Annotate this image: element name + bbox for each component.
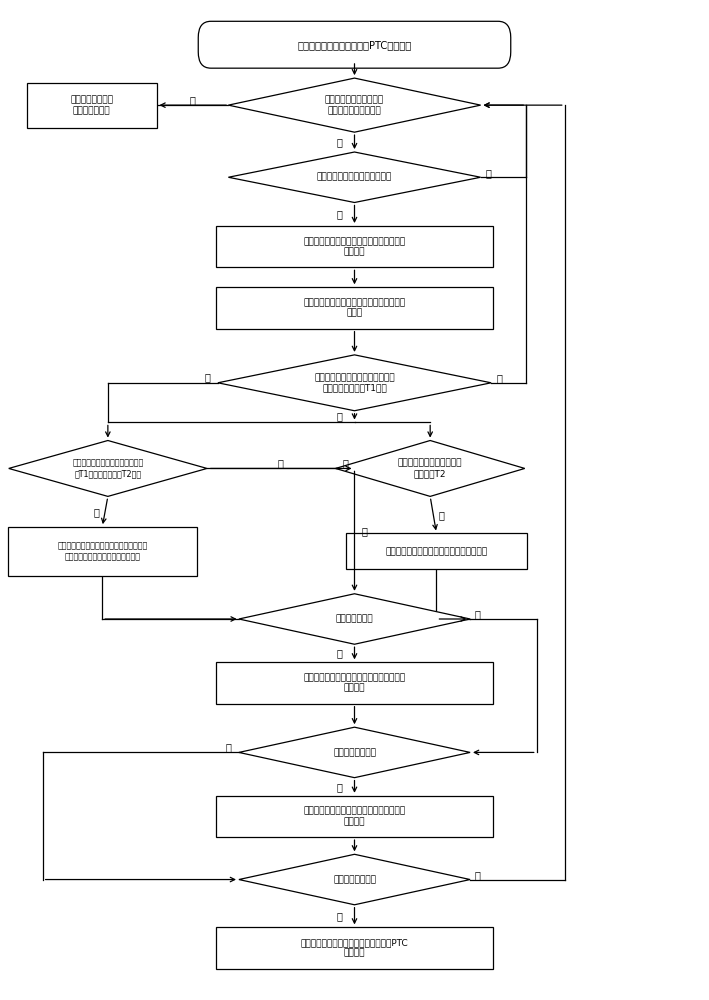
- Text: 调节第一节温器处
于第二采暖回路: 调节第一节温器处 于第二采暖回路: [70, 95, 113, 115]
- Text: 乘员舱温度是否高于设定
温度且不需要辅助升温: 乘员舱温度是否高于设定 温度且不需要辅助升温: [325, 95, 384, 115]
- Bar: [216, 662, 493, 704]
- Polygon shape: [218, 355, 491, 411]
- Text: 关闭第一水泵、第二水泵、第三水泵、PTC
加热装置: 关闭第一水泵、第二水泵、第三水泵、PTC 加热装置: [301, 938, 408, 958]
- Text: 是: 是: [337, 648, 342, 658]
- Text: 燃料电池温度是否高于设定
温度阈值T2: 燃料电池温度是否高于设定 温度阈值T2: [398, 459, 462, 478]
- Polygon shape: [9, 440, 207, 496]
- Bar: [8, 527, 197, 576]
- Polygon shape: [335, 440, 525, 496]
- Text: 调节第一三通装置、第二三通装置处于第一
采暖回路: 调节第一三通装置、第二三通装置处于第一 采暖回路: [303, 237, 406, 256]
- Bar: [216, 287, 493, 329]
- Text: 调节第一三通装置，使冷却液体流入去离子
循环回路: 调节第一三通装置，使冷却液体流入去离子 循环回路: [303, 807, 406, 826]
- Text: 是: 是: [94, 507, 99, 517]
- Text: 离子浓度是否超标: 离子浓度是否超标: [333, 748, 376, 757]
- Text: 是: 是: [337, 782, 342, 792]
- Polygon shape: [228, 78, 481, 132]
- Text: 根据温度调节第二节温器，使系统处于第三
采暖回路: 根据温度调节第二节温器，使系统处于第三 采暖回路: [303, 673, 406, 693]
- Text: 启动电子膨胀阀，根据温度控制冷却剂流量: 启动电子膨胀阀，根据温度控制冷却剂流量: [386, 547, 488, 556]
- Text: 否: 否: [475, 870, 481, 880]
- Polygon shape: [239, 727, 470, 778]
- Text: 否: 否: [475, 609, 481, 619]
- Polygon shape: [239, 854, 470, 905]
- Text: 燃料电池温度是否介于最低启动温
度与设定温度阈值T1之间: 燃料电池温度是否介于最低启动温 度与设定温度阈值T1之间: [314, 373, 395, 393]
- Text: 启动第一水泵、第二水泵、PTC加热装置: 启动第一水泵、第二水泵、PTC加热装置: [297, 40, 412, 50]
- Text: 是: 是: [337, 209, 342, 219]
- Text: 否: 否: [226, 742, 232, 752]
- Text: 否: 否: [486, 168, 491, 178]
- Text: 否: 否: [278, 458, 284, 468]
- Text: 是: 是: [337, 137, 342, 147]
- Text: 是: 是: [362, 526, 367, 536]
- FancyBboxPatch shape: [199, 21, 510, 68]
- Bar: [216, 796, 493, 837]
- Text: 否: 否: [205, 372, 211, 382]
- Text: 燃料电池温度是否介于设定温度阈
值T1与设定温度阈值T2之间: 燃料电池温度是否介于设定温度阈 值T1与设定温度阈值T2之间: [72, 459, 143, 478]
- Polygon shape: [228, 152, 481, 202]
- Text: 是: 是: [439, 510, 445, 520]
- Bar: [346, 533, 527, 569]
- Text: 是否为车厢供暖: 是否为车厢供暖: [335, 614, 374, 624]
- Text: 是否接受停机指令: 是否接受停机指令: [333, 875, 376, 884]
- Bar: [216, 927, 493, 969]
- Text: 否: 否: [189, 95, 196, 105]
- Bar: [27, 83, 157, 128]
- Bar: [216, 226, 493, 267]
- Text: 否: 否: [342, 458, 348, 468]
- Text: 是: 是: [337, 911, 342, 921]
- Text: 启动第三水泵，调节第二三通装置、第二节
温器处于第一冷却回路，启动散热器: 启动第三水泵，调节第二三通装置、第二节 温器处于第一冷却回路，启动散热器: [57, 542, 147, 561]
- Polygon shape: [239, 594, 470, 644]
- Text: 根据燃料电池当前温度与启动温度调节第一
节温器: 根据燃料电池当前温度与启动温度调节第一 节温器: [303, 298, 406, 318]
- Text: 否: 否: [496, 373, 502, 383]
- Text: 是: 是: [337, 412, 342, 422]
- Text: 燃料电池温度是否低于启动温度: 燃料电池温度是否低于启动温度: [317, 173, 392, 182]
